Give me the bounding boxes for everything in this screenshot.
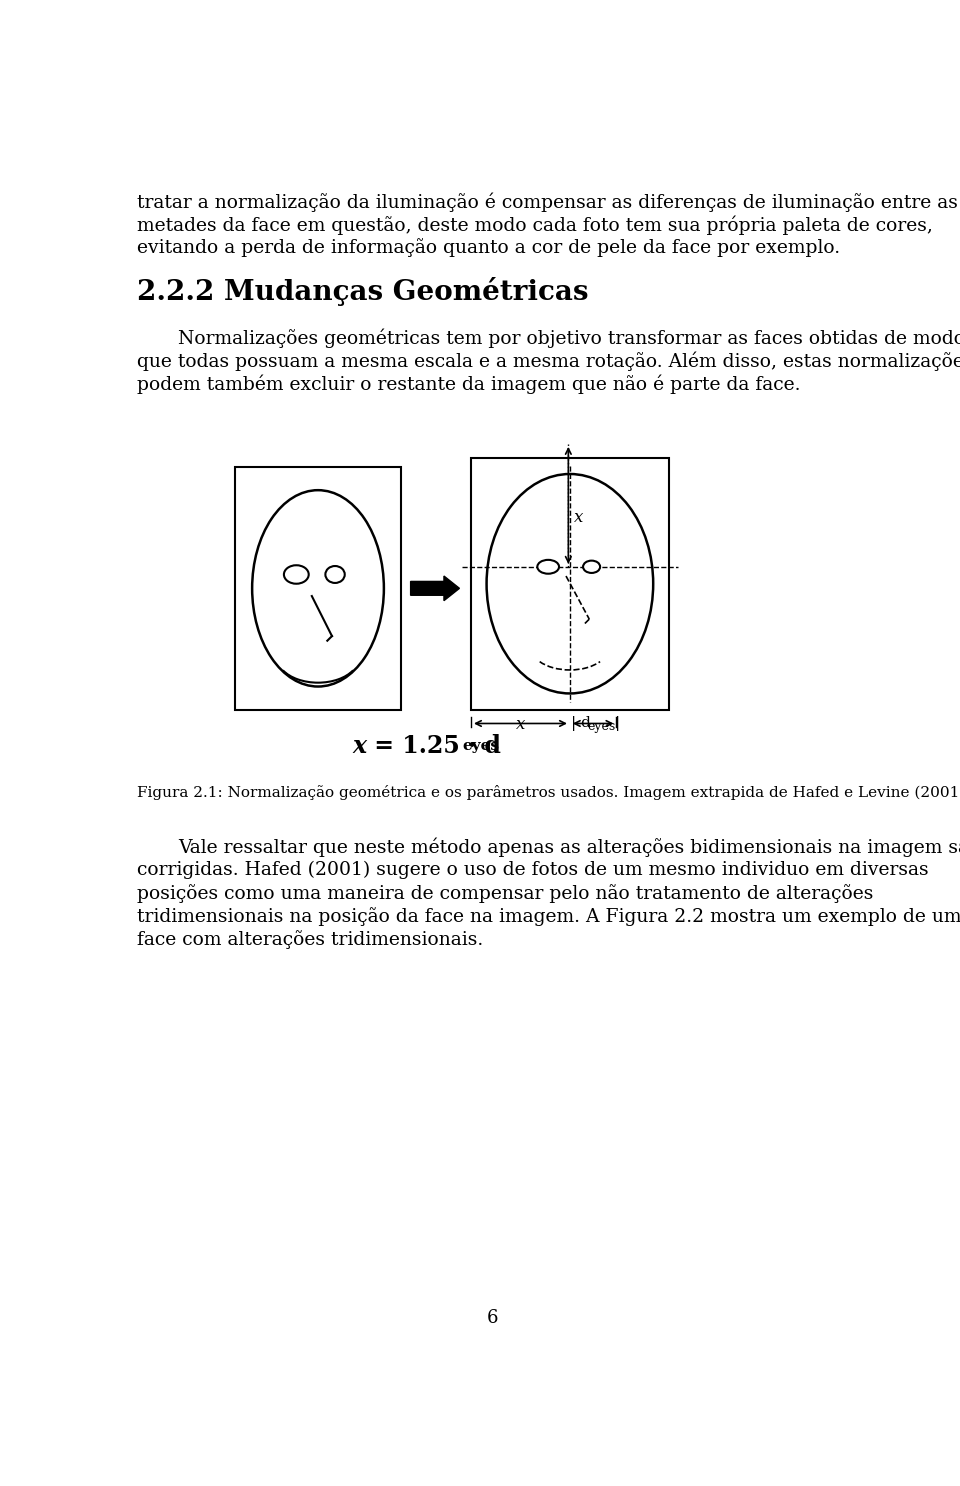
Text: eyes: eyes — [463, 739, 499, 753]
Text: x: x — [352, 734, 367, 758]
Text: |: | — [614, 716, 620, 731]
Text: que todas possuam a mesma escala e a mesma rotação. Além disso, estas normalizaç: que todas possuam a mesma escala e a mes… — [137, 352, 960, 372]
Text: metades da face em questão, deste modo cada foto tem sua própria paleta de cores: metades da face em questão, deste modo c… — [137, 215, 933, 235]
Text: 2.2.2 Mudanças Geométricas: 2.2.2 Mudanças Geométricas — [137, 276, 588, 306]
Text: 6: 6 — [487, 1309, 497, 1327]
FancyArrow shape — [411, 577, 460, 600]
Ellipse shape — [487, 474, 653, 694]
Bar — [234, 467, 401, 710]
Ellipse shape — [538, 560, 559, 574]
Text: eyes: eyes — [587, 721, 615, 734]
Text: podem também excluir o restante da imagem que não é parte da face.: podem também excluir o restante da image… — [137, 374, 801, 394]
Text: tridimensionais na posição da face na imagem. A Figura 2.2 mostra um exemplo de : tridimensionais na posição da face na im… — [137, 906, 960, 926]
Text: Figura 2.1: Normalização geométrica e os parâmetros usados. Imagem extrapida de : Figura 2.1: Normalização geométrica e os… — [137, 785, 960, 799]
Text: Vale ressaltar que neste método apenas as alterações bidimensionais na imagem sã: Vale ressaltar que neste método apenas a… — [179, 838, 960, 857]
Text: corrigidas. Hafed (2001) sugere o uso de fotos de um mesmo individuo em diversas: corrigidas. Hafed (2001) sugere o uso de… — [137, 860, 928, 878]
Text: x: x — [516, 716, 525, 733]
Text: tratar a normalização da iluminação é compensar as diferenças de iluminação entr: tratar a normalização da iluminação é co… — [137, 192, 960, 211]
Text: face com alterações tridimensionais.: face com alterações tridimensionais. — [137, 930, 483, 948]
Ellipse shape — [325, 566, 345, 583]
Text: Normalizações geométricas tem por objetivo transformar as faces obtidas de modo: Normalizações geométricas tem por objeti… — [179, 328, 960, 348]
Ellipse shape — [284, 565, 309, 584]
Text: x: x — [574, 510, 583, 526]
Ellipse shape — [252, 490, 384, 687]
Text: = 1.25 · d: = 1.25 · d — [366, 734, 500, 758]
Text: evitando a perda de informação quanto a cor de pele da face por exemplo.: evitando a perda de informação quanto a … — [137, 238, 840, 257]
Bar — [471, 458, 669, 710]
Text: posições como uma maneira de compensar pelo não tratamento de alterações: posições como uma maneira de compensar p… — [137, 884, 874, 902]
Text: | d: | d — [571, 716, 591, 731]
Ellipse shape — [583, 560, 600, 574]
